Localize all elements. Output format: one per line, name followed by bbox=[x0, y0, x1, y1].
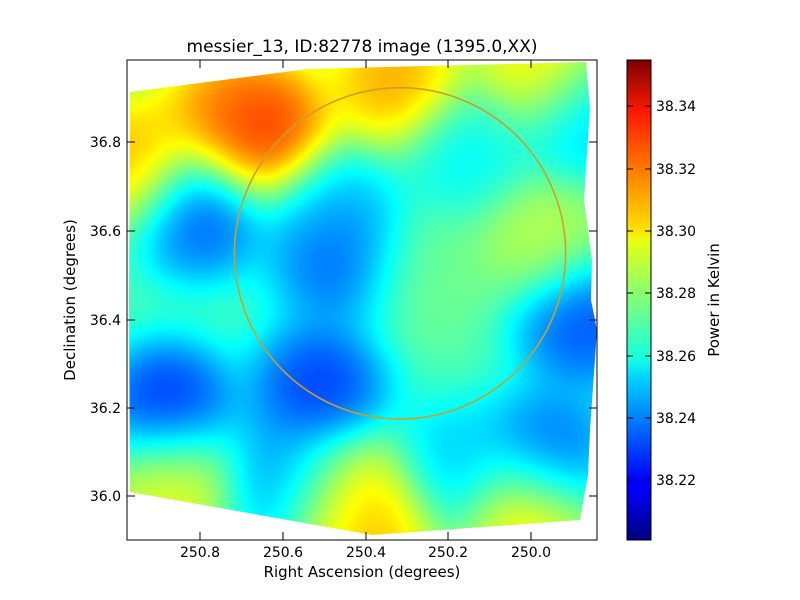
x-tick-label: 250.8 bbox=[180, 545, 220, 561]
colorbar-tick: 38.30 bbox=[627, 224, 696, 240]
y-tick: 36.8 bbox=[90, 135, 597, 151]
x-tick: 250.0 bbox=[511, 60, 551, 561]
plot-area bbox=[126, 59, 598, 541]
x-tick-label: 250.2 bbox=[428, 545, 468, 561]
y-tick-label: 36.4 bbox=[90, 313, 121, 329]
plot-frame bbox=[126, 59, 598, 541]
colorbar-tick: 38.34 bbox=[627, 99, 696, 115]
x-tick: 250.8 bbox=[180, 60, 220, 561]
colorbar-tick: 38.28 bbox=[627, 286, 696, 302]
colorbar-tick-label: 38.32 bbox=[656, 162, 696, 178]
x-axis-label: Right Ascension (degrees) bbox=[264, 563, 461, 581]
x-tick-label: 250.0 bbox=[511, 545, 551, 561]
y-tick-label: 36.6 bbox=[90, 224, 121, 240]
x-tick: 250.6 bbox=[263, 60, 303, 561]
x-tick: 250.2 bbox=[428, 60, 468, 561]
colorbar-tick: 38.22 bbox=[627, 473, 696, 489]
x-tick-label: 250.6 bbox=[263, 545, 303, 561]
colorbar-tick: 38.32 bbox=[627, 162, 696, 178]
chart-title: messier_13, ID:82778 image (1395.0,XX) bbox=[187, 37, 538, 57]
y-tick: 36.0 bbox=[90, 489, 597, 505]
colorbar-tick-label: 38.22 bbox=[656, 473, 696, 489]
y-tick: 36.2 bbox=[90, 401, 597, 417]
colorbar-tick-label: 38.28 bbox=[656, 286, 696, 302]
y-tick-label: 36.0 bbox=[90, 489, 121, 505]
x-axis: 250.8 250.6 250.4 250.2 250.0 Right Asce… bbox=[180, 60, 551, 581]
region-circle bbox=[233, 86, 567, 420]
heatmap-image bbox=[129, 62, 597, 535]
y-tick: 36.4 bbox=[90, 313, 597, 329]
x-tick: 250.4 bbox=[346, 60, 386, 561]
y-axis-label: Declination (degrees) bbox=[61, 219, 79, 381]
y-tick-label: 36.8 bbox=[90, 135, 121, 151]
y-axis: 36.8 36.6 36.4 36.2 36.0 Declination (de… bbox=[61, 135, 597, 505]
colorbar-label: Power in Kelvin bbox=[705, 243, 723, 357]
colorbar-tick: 38.26 bbox=[627, 349, 696, 365]
colorbar-tick-label: 38.30 bbox=[656, 224, 696, 240]
colorbar-tick-label: 38.26 bbox=[656, 349, 696, 365]
colorbar-gradient bbox=[626, 59, 652, 541]
x-tick-label: 250.4 bbox=[346, 545, 386, 561]
y-tick-label: 36.2 bbox=[90, 401, 121, 417]
colorbar-tick-label: 38.34 bbox=[656, 99, 696, 115]
y-tick: 36.6 bbox=[90, 224, 597, 240]
colorbar-tick: 38.24 bbox=[627, 411, 696, 427]
colorbar: 38.34 38.32 38.30 38.28 38.26 38.24 38.2… bbox=[626, 59, 723, 541]
colorbar-tick-label: 38.24 bbox=[656, 411, 696, 427]
